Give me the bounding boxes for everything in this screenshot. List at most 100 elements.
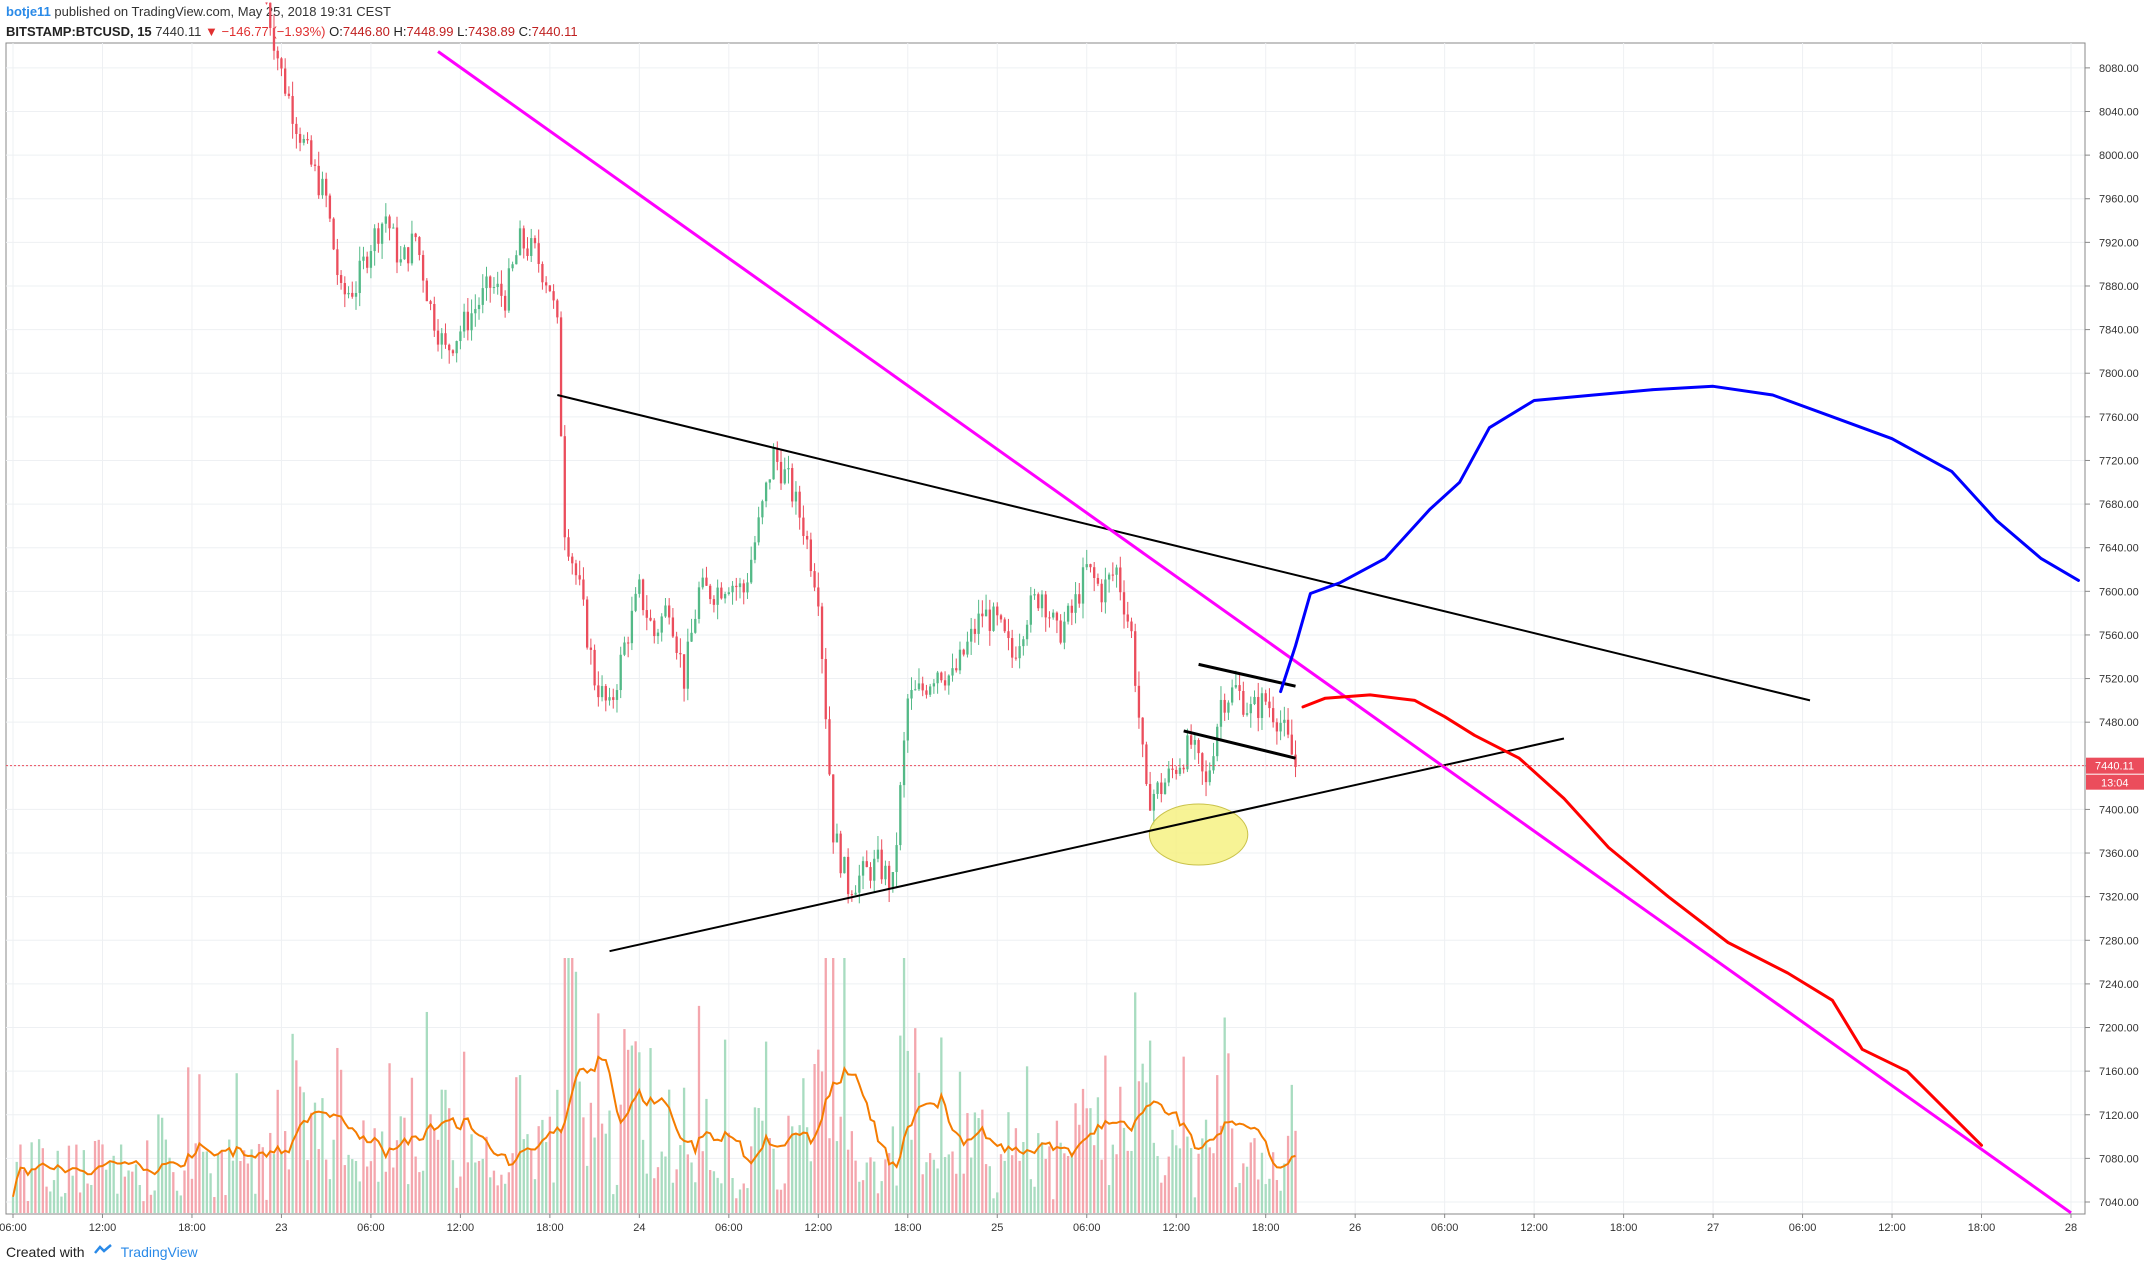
volume-bar [1100, 1159, 1103, 1213]
candle-body [310, 140, 313, 165]
candle-body [630, 610, 634, 644]
volume-bar [1171, 1129, 1174, 1213]
volume-bar [1264, 1184, 1267, 1213]
volume-bar [697, 1005, 701, 1213]
volume-bar [981, 1109, 984, 1213]
candle-body [1286, 719, 1290, 735]
volume-bar [686, 1154, 689, 1213]
volume-bar [399, 1116, 402, 1213]
volume-bar [284, 1131, 287, 1213]
volume-bar [138, 1185, 141, 1213]
candle-body [1111, 574, 1114, 576]
candle-body [694, 618, 697, 633]
tradingview-brand[interactable]: TradingView [120, 1243, 198, 1260]
bullish-projection-path[interactable] [1279, 384, 2080, 694]
volume-bar [1007, 1112, 1010, 1213]
volume-bar [846, 1149, 850, 1213]
time-tick-label: 23 [275, 1222, 287, 1234]
publish-line: botje11 published on TradingView.com, Ma… [6, 2, 578, 22]
candle-body [891, 872, 895, 888]
volume-bar [772, 1148, 775, 1213]
candle-body [846, 856, 850, 895]
candle-body [1096, 577, 1100, 584]
volume-bar [742, 1183, 745, 1213]
volume-bar [228, 1139, 231, 1213]
volume-bar [567, 958, 570, 1213]
candle-body [600, 686, 604, 698]
volume-bar [899, 1035, 902, 1213]
volume-bar [664, 1156, 667, 1213]
volume-bar [723, 1039, 727, 1213]
volume-bar [526, 1134, 529, 1213]
flag-lower-line[interactable] [1183, 729, 1296, 760]
candle-body [1268, 701, 1271, 709]
volume-bar [213, 1197, 216, 1213]
candle-body [392, 227, 395, 229]
candle-body [276, 50, 279, 59]
tradingview-logo-icon[interactable] [93, 1243, 113, 1260]
volume-bar [503, 1183, 507, 1213]
time-axis[interactable]: 06:00 12:00 18:00 23 06:00 12:00 18:00 24 06:00 1… [0, 1213, 2085, 1234]
volume-bar [220, 1151, 223, 1213]
volume-bar [1063, 1153, 1066, 1213]
candle-body [1104, 579, 1107, 603]
volume-bar [1201, 1138, 1204, 1213]
volume-bar [190, 1178, 194, 1213]
volume-bar [559, 1128, 563, 1213]
price-tick-label: 7640.00 [2099, 543, 2139, 555]
volume-bar [26, 1201, 30, 1213]
candle-body [973, 628, 977, 634]
volume-bar [1089, 1108, 1092, 1213]
highlight-ellipse[interactable] [1148, 803, 1249, 866]
volume-bar [1093, 1145, 1096, 1213]
author-link[interactable]: botje11 [6, 4, 51, 19]
volume-bar [552, 1182, 555, 1213]
volume-bar [492, 1170, 496, 1213]
candle-body [492, 287, 496, 289]
flag-upper-line[interactable] [1198, 662, 1296, 688]
volume-bar [451, 1160, 455, 1213]
volume-bar [753, 1107, 757, 1213]
candle-body [1230, 687, 1234, 703]
volume-bar [1178, 1148, 1182, 1213]
drawing-annotations[interactable] [437, 50, 2080, 1215]
candle-body [1037, 594, 1040, 609]
candle-body [1040, 594, 1044, 609]
volume-bar [973, 1112, 977, 1213]
candle-body [544, 282, 548, 286]
volume-bar [604, 1133, 607, 1213]
candle-body [668, 605, 671, 618]
candle-body [671, 617, 675, 637]
volume-bar [112, 1155, 115, 1213]
support-trendline[interactable] [609, 737, 1565, 953]
candle-body [1212, 756, 1215, 771]
price-tick-label: 7600.00 [2099, 586, 2139, 598]
time-tick-label: 26 [1349, 1222, 1361, 1234]
volume-bar [600, 1123, 604, 1213]
price-axis[interactable]: 8080.00 8040.00 8000.00 7960.00 7920.00 7880.… [6, 43, 2144, 1214]
volume-bar [1212, 1153, 1215, 1213]
down-arrow-icon: ▼ [204, 24, 218, 39]
candle-body [1223, 699, 1226, 713]
candle-body [832, 774, 835, 843]
volume-bar [556, 1089, 559, 1213]
candlesticks[interactable] [265, 2, 1297, 904]
volume-bar [336, 1047, 339, 1213]
bearish-projection-path[interactable] [1301, 693, 1983, 1147]
candle-body [366, 256, 369, 268]
candle-body [604, 686, 607, 701]
descending-pink-trendline[interactable] [437, 50, 2072, 1215]
candle-body [1093, 567, 1096, 578]
volume-bar [1167, 1156, 1170, 1213]
candle-body [444, 333, 447, 345]
volume-bar [656, 1167, 660, 1213]
resistance-trendline[interactable] [557, 394, 1811, 702]
volume-bar [839, 1116, 842, 1213]
price-chart[interactable]: 8080.00 8040.00 8000.00 7960.00 7920.00 7880.… [0, 0, 2147, 1240]
candle-body [955, 668, 958, 671]
candle-body [1074, 594, 1077, 613]
time-tick-label: 12:00 [447, 1222, 475, 1234]
time-tick-label: 12:00 [1162, 1222, 1190, 1234]
volume-bar [41, 1148, 44, 1213]
volume-bar [78, 1192, 82, 1213]
